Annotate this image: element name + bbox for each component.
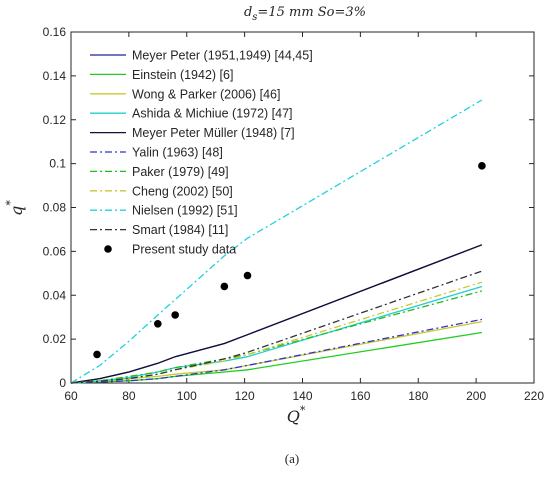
- legend-label: Einstein (1942) [6]: [132, 68, 233, 82]
- legend-label: Nielsen (1992) [51]: [132, 204, 238, 218]
- legend-label: Cheng (2002) [50]: [132, 184, 233, 198]
- y-tick-label: 0.1: [49, 157, 66, 171]
- y-tick-label: 0.12: [43, 113, 67, 127]
- legend-label: Yalin (1963) [48]: [132, 146, 223, 160]
- axis-ticks: 60 80 100 120 140 160 180 200 220 0 0.02 0.04 0.06 0.…: [43, 25, 545, 403]
- y-tick-label: 0.04: [43, 288, 67, 302]
- series-line-9: [70, 270, 483, 384]
- legend-label: Meyer Peter Müller (1948) [7]: [132, 126, 295, 140]
- data-point: [243, 271, 252, 280]
- data-point: [220, 282, 229, 291]
- x-axis-title: Q*: [287, 404, 306, 426]
- legend-label: Paker (1979) [49]: [132, 165, 229, 179]
- x-tick-label: 60: [64, 389, 78, 403]
- x-tick-label: 140: [292, 389, 312, 403]
- y-tick-label: 0.02: [43, 332, 67, 346]
- y-axis-title: q*: [4, 200, 26, 216]
- marker-group: [93, 162, 486, 359]
- legend: Meyer Peter (1951,1949) [44,45] Einstein …: [90, 49, 313, 257]
- x-tick-label: 200: [466, 389, 486, 403]
- legend-label: Ashida & Michiue (1972) [47]: [132, 107, 293, 121]
- legend-label: Meyer Peter (1951,1949) [44,45]: [132, 49, 313, 63]
- series-line-8: [70, 99, 483, 384]
- x-tick-label: 180: [408, 389, 428, 403]
- x-tick-label: 80: [122, 389, 136, 403]
- legend-label: Present study data: [132, 243, 236, 257]
- figure-caption: (a): [285, 451, 299, 466]
- data-point: [154, 319, 162, 328]
- y-tick-label: 0.14: [43, 69, 67, 83]
- data-point: [171, 311, 179, 319]
- chart-title: ds=15 mm So=3%: [244, 5, 366, 23]
- legend-label: Smart (1984) [11]: [132, 223, 228, 237]
- series-line-5: [70, 318, 483, 384]
- data-point: [93, 350, 101, 359]
- x-tick-label: 120: [235, 389, 255, 403]
- x-tick-label: 160: [350, 389, 370, 403]
- y-tick-label: 0.06: [43, 244, 67, 258]
- y-tick-label: 0: [59, 376, 66, 390]
- data-point: [478, 162, 486, 170]
- y-tick-label: 0.08: [43, 201, 67, 215]
- legend-marker: [104, 245, 112, 253]
- series-group: [70, 99, 483, 384]
- y-tick-label: 0.16: [43, 25, 67, 39]
- legend-label: Wong & Parker (2006) [46]: [132, 87, 280, 101]
- x-tick-label: 220: [524, 389, 544, 403]
- x-tick-label: 100: [177, 389, 197, 403]
- series-line-4: [70, 244, 483, 384]
